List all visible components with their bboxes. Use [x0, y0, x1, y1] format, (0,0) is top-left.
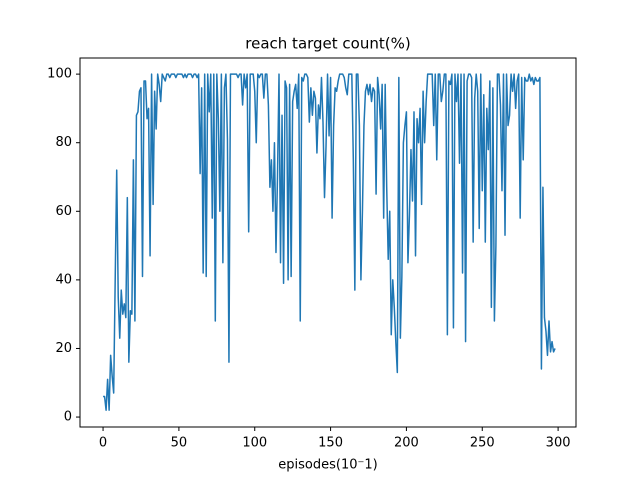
y-tick-label: 80	[55, 135, 72, 150]
x-tick-label: 300	[546, 436, 571, 451]
y-tick-label: 0	[64, 410, 72, 425]
x-tick-label: 100	[242, 436, 267, 451]
y-tick-label: 100	[47, 67, 72, 82]
chart-title: reach target count(%)	[245, 35, 410, 53]
x-tick-label: 200	[394, 436, 419, 451]
x-tick-label: 150	[318, 436, 343, 451]
y-tick-label: 20	[55, 341, 72, 356]
x-tick-label: 0	[99, 436, 107, 451]
x-tick-label: 250	[470, 436, 495, 451]
x-tick-label: 50	[171, 436, 188, 451]
data-line	[103, 73, 556, 411]
x-axis-label: episodes(10⁻1)	[278, 458, 377, 473]
y-tick-label: 40	[55, 272, 72, 287]
plot-frame	[79, 57, 577, 428]
y-tick-label: 60	[55, 204, 72, 219]
